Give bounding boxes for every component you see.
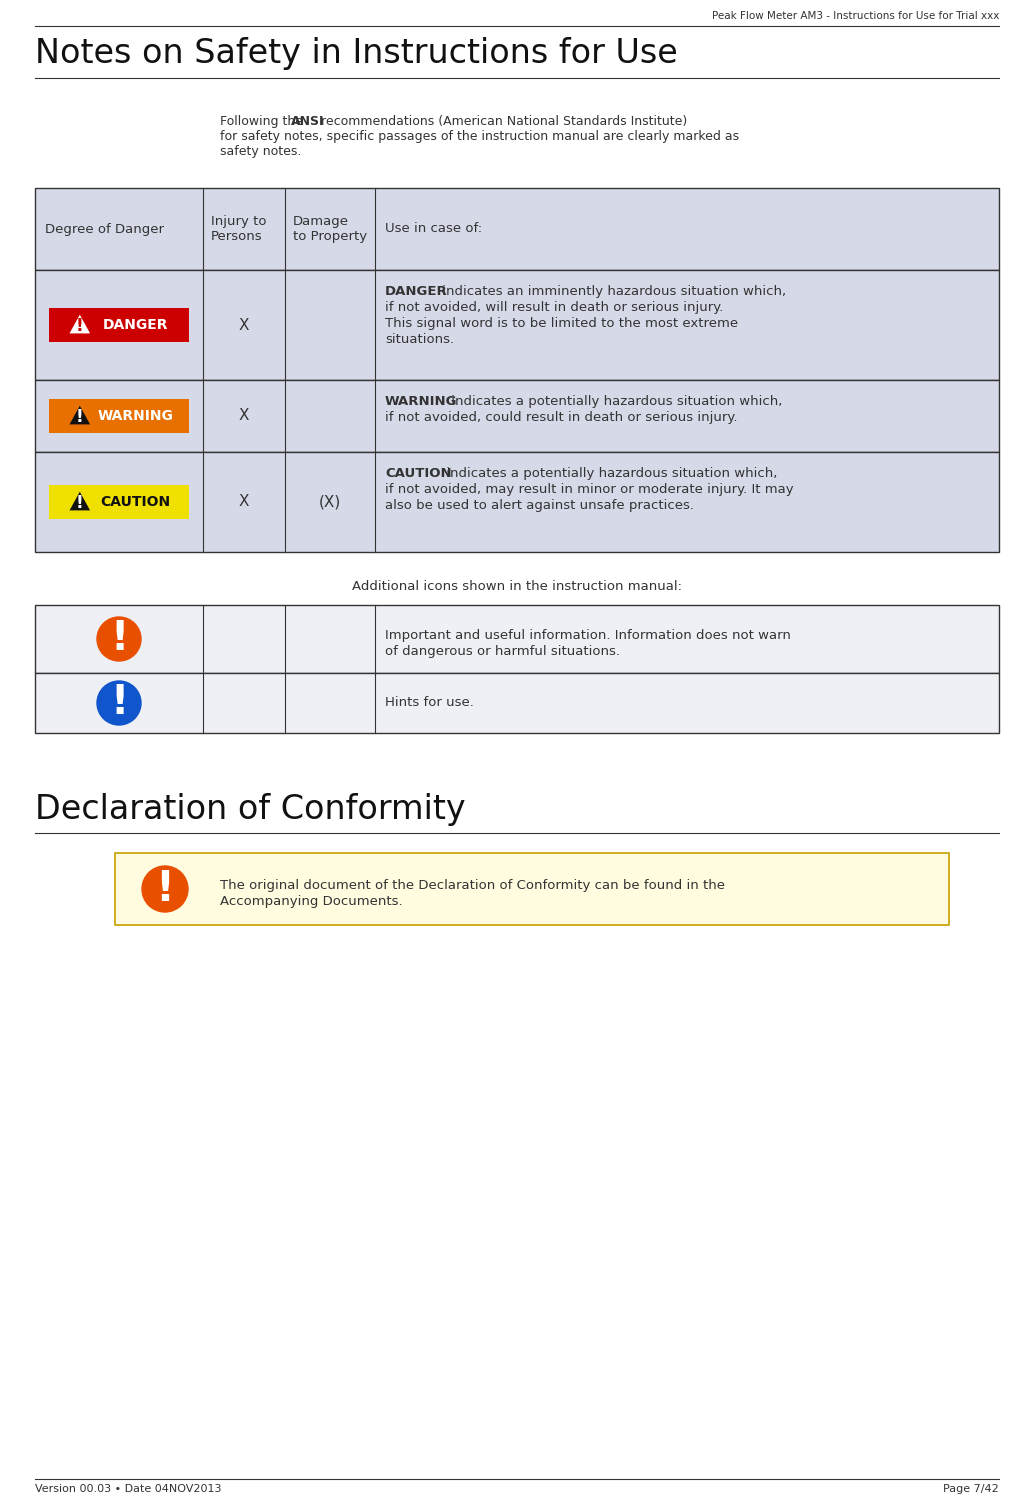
Text: situations.: situations. xyxy=(385,333,454,347)
Text: !: ! xyxy=(75,494,84,512)
Text: if not avoided, could result in death or serious injury.: if not avoided, could result in death or… xyxy=(385,411,737,423)
Text: Notes on Safety in Instructions for Use: Notes on Safety in Instructions for Use xyxy=(35,38,677,69)
Text: Following the: Following the xyxy=(220,115,307,128)
Text: Use in case of:: Use in case of: xyxy=(385,223,482,235)
Text: !: ! xyxy=(155,868,175,910)
Text: Hints for use.: Hints for use. xyxy=(385,696,474,710)
Polygon shape xyxy=(69,315,90,333)
Text: CAUTION: CAUTION xyxy=(100,494,171,509)
Text: Additional icons shown in the instruction manual:: Additional icons shown in the instructio… xyxy=(352,580,682,592)
Text: !: ! xyxy=(110,619,128,659)
Text: indicates a potentially hazardous situation which,: indicates a potentially hazardous situat… xyxy=(447,395,783,408)
Text: The original document of the Declaration of Conformity can be found in the: The original document of the Declaration… xyxy=(220,879,725,892)
Text: !: ! xyxy=(75,408,84,426)
Text: Accompanying Documents.: Accompanying Documents. xyxy=(220,895,402,909)
Bar xyxy=(35,188,999,270)
Bar xyxy=(35,604,999,674)
Text: X: X xyxy=(239,494,249,509)
Text: Damage
to Property: Damage to Property xyxy=(293,216,367,243)
Text: Peak Flow Meter AM3 - Instructions for Use for Trial xxx: Peak Flow Meter AM3 - Instructions for U… xyxy=(711,11,999,21)
Bar xyxy=(35,380,999,452)
Text: ANSI: ANSI xyxy=(291,115,325,128)
Text: of dangerous or harmful situations.: of dangerous or harmful situations. xyxy=(385,645,620,659)
Text: WARNING: WARNING xyxy=(98,408,174,423)
Bar xyxy=(35,452,999,552)
Circle shape xyxy=(97,616,141,662)
Text: also be used to alert against unsafe practices.: also be used to alert against unsafe pra… xyxy=(385,499,694,512)
Text: Page 7/42: Page 7/42 xyxy=(943,1484,999,1493)
Text: DANGER: DANGER xyxy=(385,285,448,298)
Text: This signal word is to be limited to the most extreme: This signal word is to be limited to the… xyxy=(385,316,738,330)
Polygon shape xyxy=(69,491,90,511)
Text: CAUTION: CAUTION xyxy=(385,467,452,481)
Text: if not avoided, will result in death or serious injury.: if not avoided, will result in death or … xyxy=(385,301,724,313)
Text: (X): (X) xyxy=(318,494,341,509)
Text: safety notes.: safety notes. xyxy=(220,145,301,158)
Text: Degree of Danger: Degree of Danger xyxy=(45,223,164,235)
Text: DANGER: DANGER xyxy=(103,318,169,332)
Circle shape xyxy=(142,867,188,912)
Bar xyxy=(49,399,189,433)
Circle shape xyxy=(97,681,141,725)
Polygon shape xyxy=(69,405,90,425)
Text: !: ! xyxy=(75,316,84,335)
Text: Important and useful information. Information does not warn: Important and useful information. Inform… xyxy=(385,628,791,642)
Text: X: X xyxy=(239,408,249,423)
Text: indicates a potentially hazardous situation which,: indicates a potentially hazardous situat… xyxy=(442,467,778,481)
Bar xyxy=(49,485,189,518)
Text: WARNING: WARNING xyxy=(385,395,457,408)
Bar xyxy=(35,270,999,380)
Text: recommendations (American National Standards Institute): recommendations (American National Stand… xyxy=(317,115,688,128)
Bar xyxy=(49,307,189,342)
Text: for safety notes, specific passages of the instruction manual are clearly marked: for safety notes, specific passages of t… xyxy=(220,130,739,143)
Text: if not avoided, may result in minor or moderate injury. It may: if not avoided, may result in minor or m… xyxy=(385,484,794,496)
Text: indicates an imminently hazardous situation which,: indicates an imminently hazardous situat… xyxy=(438,285,786,298)
Text: Injury to
Persons: Injury to Persons xyxy=(211,216,267,243)
Text: X: X xyxy=(239,318,249,333)
Text: Declaration of Conformity: Declaration of Conformity xyxy=(35,793,465,826)
Text: Version 00.03 • Date 04NOV2013: Version 00.03 • Date 04NOV2013 xyxy=(35,1484,221,1493)
Bar xyxy=(35,674,999,732)
Bar xyxy=(115,853,949,925)
Text: !: ! xyxy=(110,683,128,723)
